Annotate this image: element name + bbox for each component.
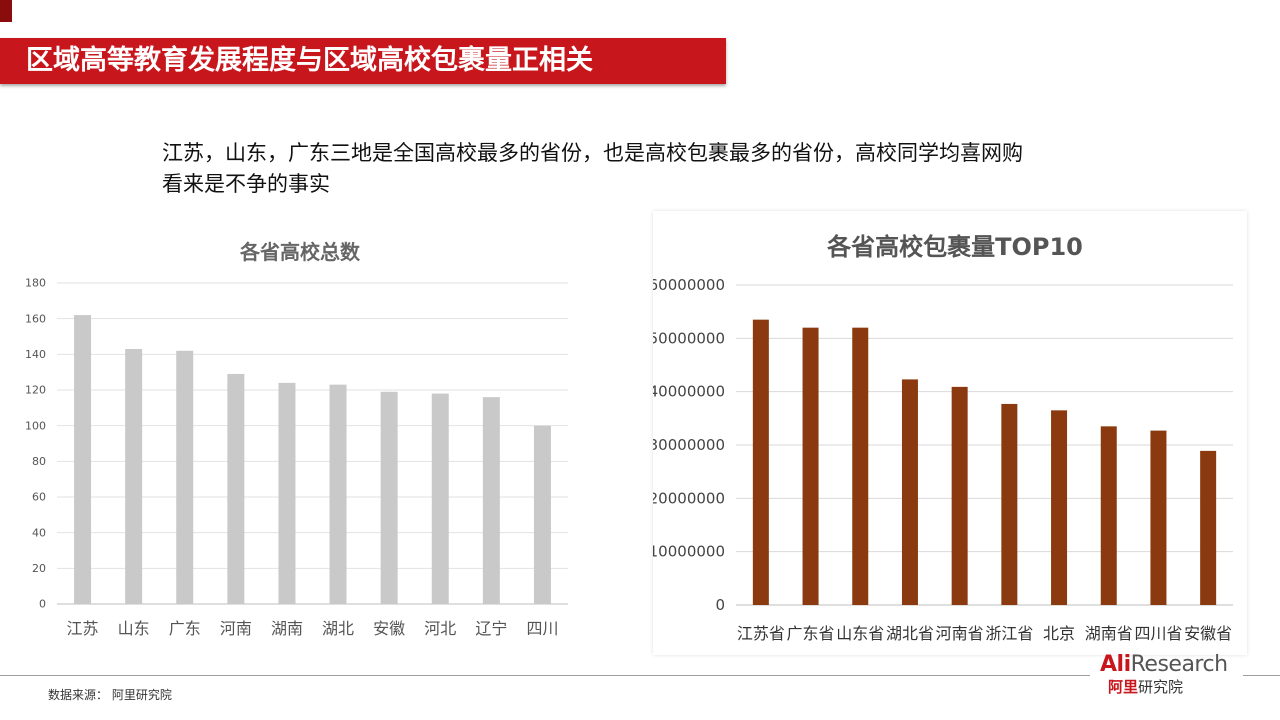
- bar: [125, 348, 143, 604]
- top-accent-bar: [0, 0, 12, 22]
- bar: [431, 393, 449, 604]
- x-category-label: 山东: [118, 619, 150, 638]
- right-chart-title: 各省高校包裹量TOP10: [827, 233, 1083, 261]
- y-tick-label: 20: [32, 562, 46, 575]
- x-category-label: 安徽省: [1184, 624, 1232, 643]
- x-category-label: 四川: [526, 619, 558, 638]
- logo-text-research: Research: [1130, 652, 1228, 677]
- y-tick-label: 0: [39, 598, 46, 611]
- left-bar-chart: 0 20 40 60 80 100 120 140 160 180 江苏 山东 广东 河南 湖南 湖北 安徽 河北…: [25, 277, 568, 638]
- bar: [482, 397, 500, 604]
- bar: [1150, 430, 1167, 605]
- title-banner: 区域高等教育发展程度与区域高校包裹量正相关: [0, 38, 726, 84]
- y-tick-label: 80: [32, 455, 46, 468]
- x-category-label: 河南省: [936, 624, 984, 643]
- y-tick-label: 180: [25, 277, 46, 290]
- bar: [278, 382, 296, 604]
- bar: [227, 373, 245, 604]
- y-tick-label: 20000000: [653, 489, 725, 507]
- right-bar-chart: 0 10000000 20000000 30000000 40000000 5000000…: [653, 276, 1233, 643]
- left-chart-title: 各省高校总数: [240, 240, 360, 264]
- bar: [1051, 410, 1068, 605]
- bar: [852, 327, 869, 605]
- x-category-label: 北京: [1043, 624, 1075, 643]
- y-tick-label: 100: [25, 419, 46, 432]
- y-tick-label: 30000000: [653, 436, 725, 454]
- y-tick-label: 60000000: [653, 276, 725, 294]
- subtitle-text: 江苏，山东，广东三地是全国高校最多的省份，也是高校包裹最多的省份，高校同学均喜网…: [162, 138, 1162, 200]
- logo-text-ali-cn: 阿里: [1108, 678, 1139, 696]
- y-tick-label: 160: [25, 312, 46, 325]
- bar: [1200, 450, 1217, 605]
- x-category-label: 河南: [220, 619, 252, 638]
- y-tick-label: 40000000: [653, 383, 725, 401]
- x-category-label: 广东省: [787, 624, 835, 643]
- footer-divider: [0, 675, 1090, 676]
- x-category-label: 四川省: [1134, 624, 1182, 643]
- bar: [901, 379, 918, 605]
- bar: [74, 315, 92, 604]
- x-category-label: 湖北: [322, 619, 354, 638]
- x-category-label: 河北: [424, 619, 456, 638]
- y-tick-label: 60: [32, 491, 46, 504]
- y-tick-label: 120: [25, 384, 46, 397]
- page-title: 区域高等教育发展程度与区域高校包裹量正相关: [26, 45, 593, 76]
- x-category-label: 湖北省: [886, 624, 934, 643]
- bar: [533, 425, 551, 604]
- bar: [380, 391, 398, 604]
- x-category-label: 江苏: [67, 619, 99, 638]
- x-category-label: 山东省: [836, 624, 884, 643]
- aliresearch-logo: AliResearch 阿里研究院: [1100, 652, 1250, 698]
- subtitle-line-1: 江苏，山东，广东三地是全国高校最多的省份，也是高校包裹最多的省份，高校同学均喜网…: [162, 141, 1023, 165]
- bar: [951, 386, 968, 605]
- footer-divider-right: [1243, 675, 1280, 676]
- x-category-label: 湖南: [271, 619, 303, 638]
- y-tick-label: 0: [715, 596, 725, 614]
- y-tick-label: 10000000: [653, 543, 725, 561]
- y-tick-label: 140: [25, 348, 46, 361]
- y-tick-label: 40: [32, 526, 46, 539]
- x-category-label: 江苏省: [737, 624, 785, 643]
- x-category-label: 辽宁: [475, 619, 507, 638]
- bar: [1001, 403, 1018, 605]
- bar: [752, 319, 769, 605]
- logo-text-institute: 研究院: [1138, 678, 1184, 696]
- data-source: 数据来源： 阿里研究院: [48, 688, 172, 702]
- bar: [802, 327, 819, 605]
- bar: [176, 350, 194, 604]
- logo-text-ali: Ali: [1100, 652, 1131, 677]
- x-category-label: 湖南省: [1085, 624, 1133, 643]
- subtitle-line-2: 看来是不争的事实: [162, 172, 330, 196]
- bar: [329, 384, 347, 604]
- bar: [1100, 426, 1117, 605]
- y-tick-label: 50000000: [653, 329, 725, 347]
- right-chart-panel: 0 10000000 20000000 30000000 40000000 5000000…: [653, 211, 1247, 655]
- x-category-label: 浙江省: [985, 624, 1033, 643]
- x-category-label: 广东: [169, 619, 201, 638]
- x-category-label: 安徽: [373, 619, 405, 638]
